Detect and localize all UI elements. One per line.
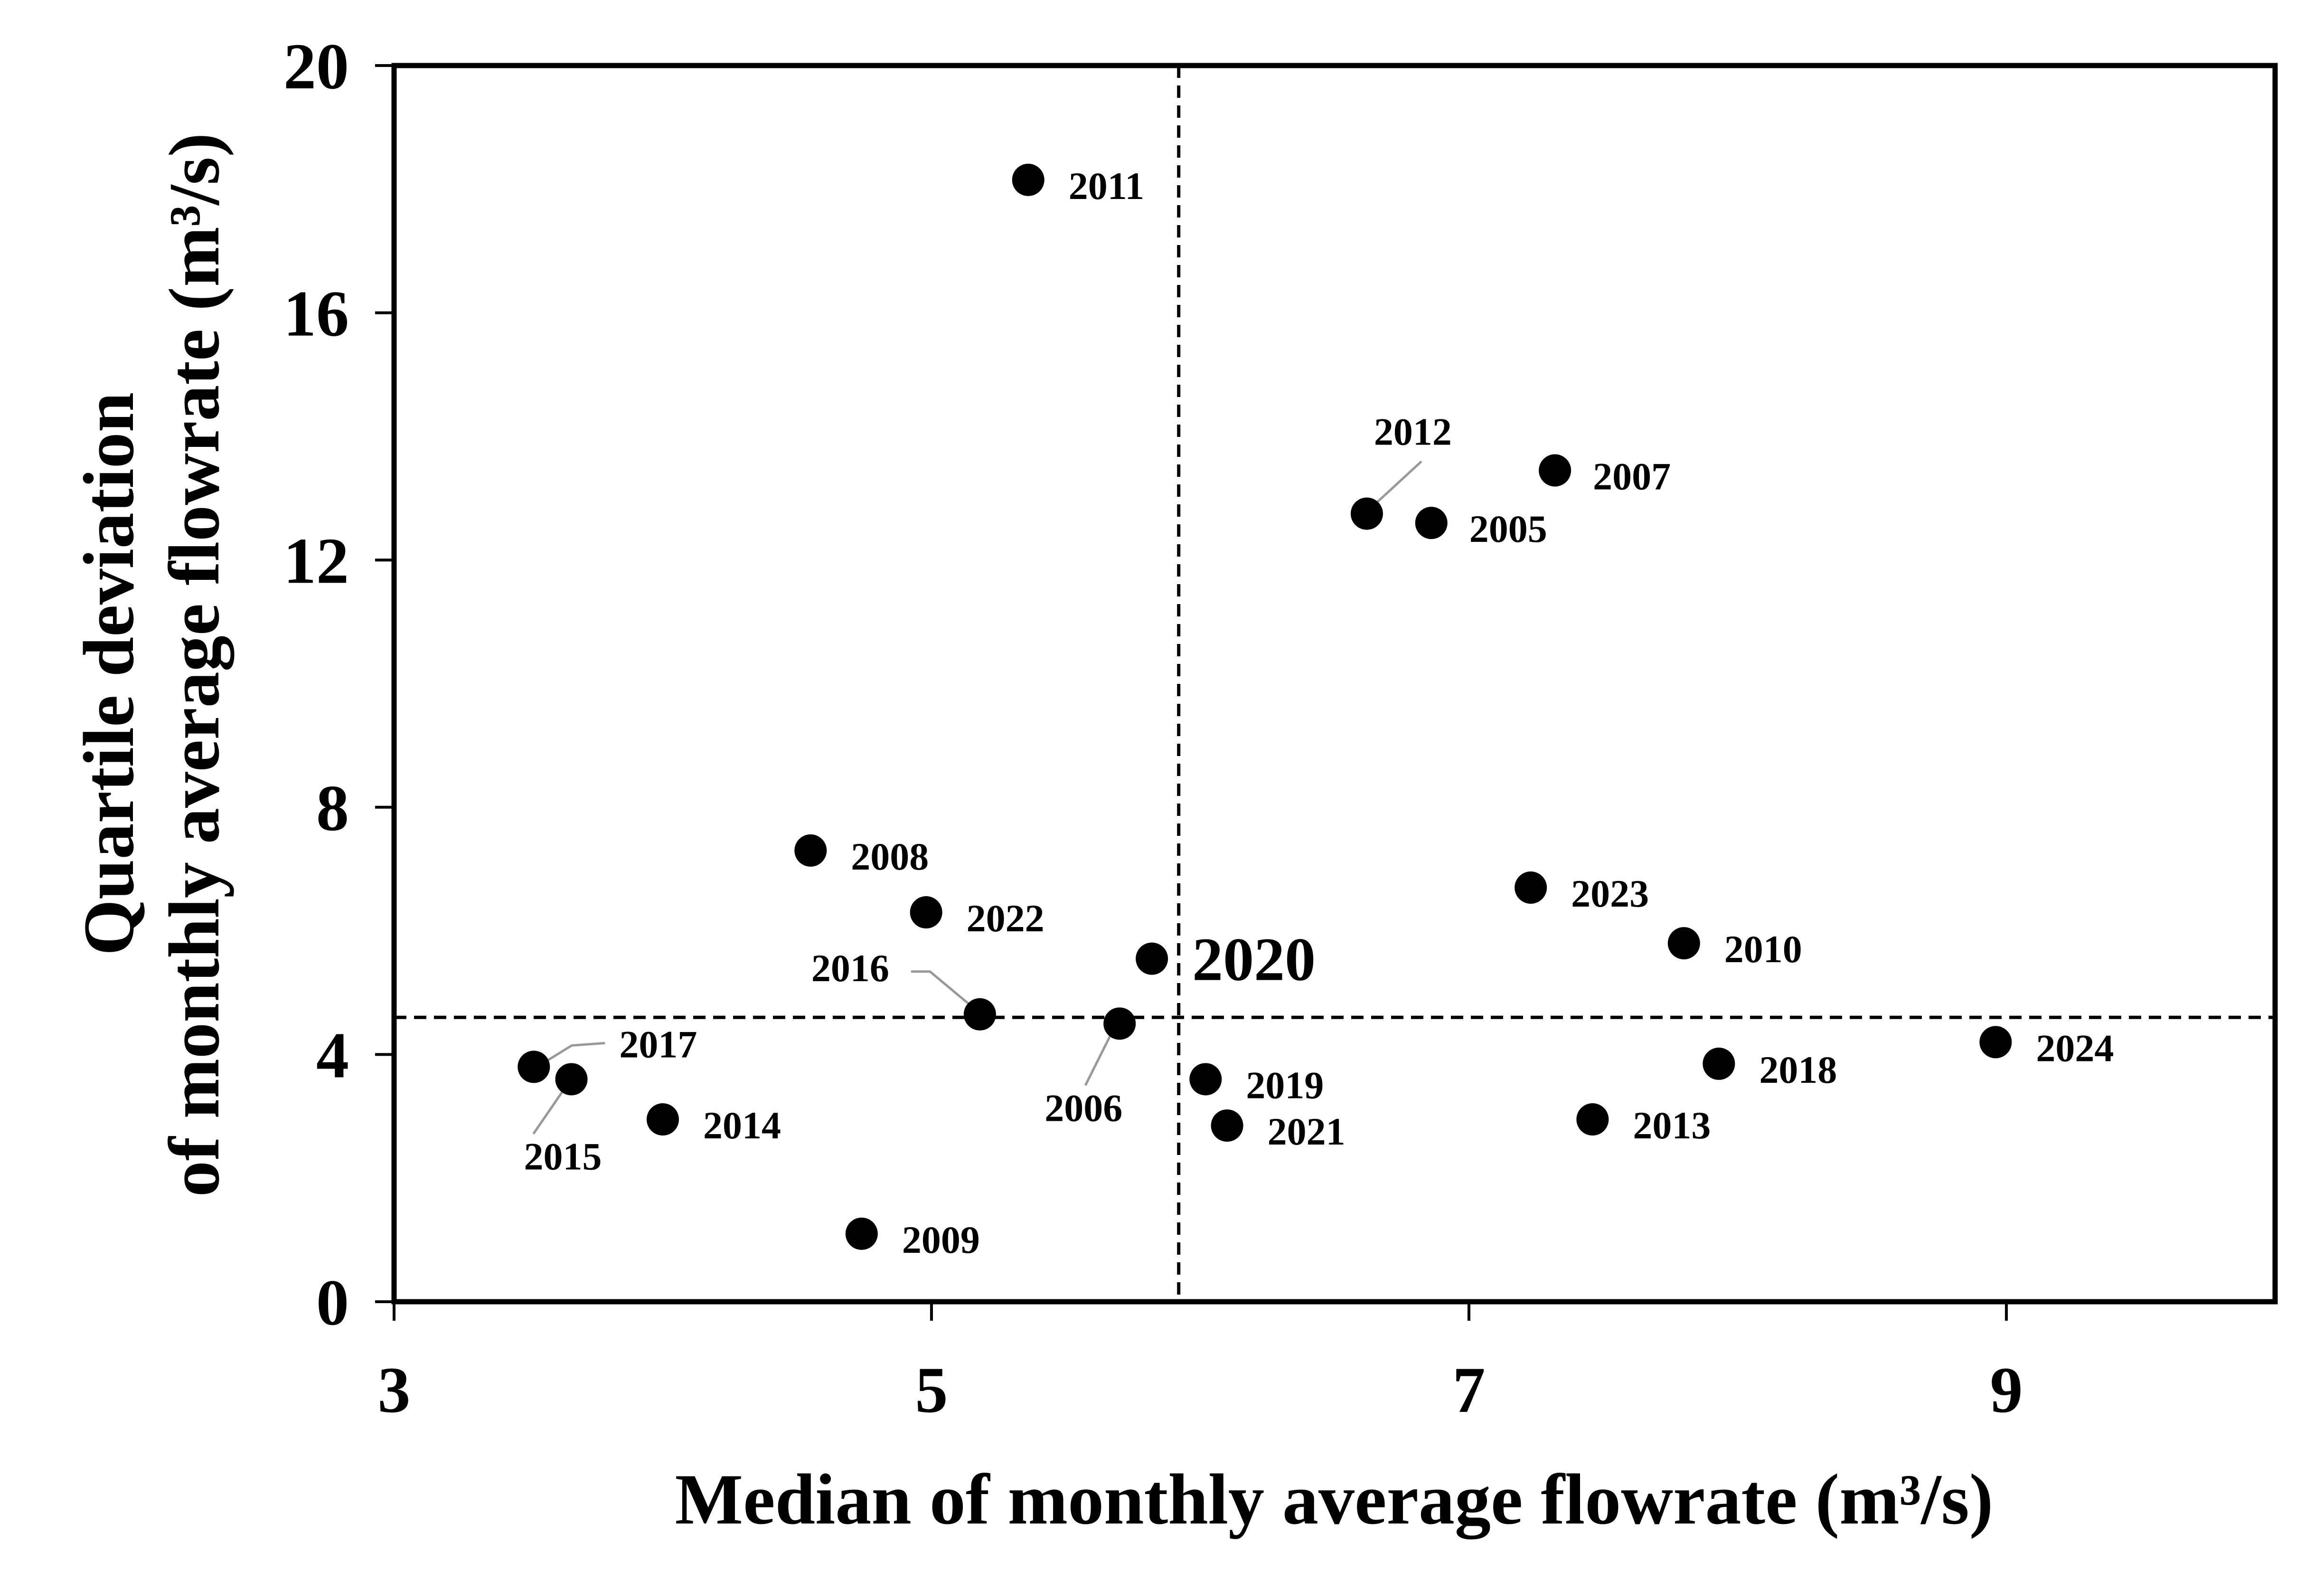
data-point-2016 (963, 998, 996, 1031)
point-label-2017: 2017 (619, 1022, 697, 1066)
point-label-2022: 2022 (967, 897, 1044, 940)
data-point-2011 (1012, 163, 1044, 196)
axis-ticks: 3 5 7 9 0 4 8 12 16 20 (283, 30, 2023, 1426)
data-point-2018 (1703, 1047, 1735, 1080)
data-point-2024 (1979, 1026, 2012, 1059)
data-point-2012 (1350, 497, 1383, 530)
leader-line-2012 (1373, 460, 1422, 506)
leader-line-2006 (1084, 1028, 1115, 1086)
x-tick-label: 3 (378, 1353, 411, 1426)
point-label-2015: 2015 (524, 1135, 602, 1178)
data-point-2021 (1211, 1109, 1243, 1142)
data-point-2020 (1136, 942, 1168, 975)
x-tick-label: 7 (1453, 1353, 1486, 1426)
point-label-2006: 2006 (1044, 1086, 1122, 1129)
y-tick-label: 4 (316, 1019, 349, 1091)
data-point-2005 (1415, 507, 1448, 539)
data-point-2015 (555, 1063, 588, 1096)
y-tick-label: 16 (283, 277, 349, 350)
leader-line-2016 (911, 970, 974, 1008)
y-axis-title-line2: of monthly average flowrate (m³/s) (154, 133, 235, 1197)
data-point-2023 (1515, 871, 1547, 904)
y-axis-title: Quartile deviation of monthly average fl… (69, 133, 235, 1197)
point-label-2023: 2023 (1571, 872, 1649, 915)
point-label-2007: 2007 (1593, 454, 1671, 498)
data-point-2022 (910, 896, 942, 929)
point-labels: 2005 2006 2007 2008 2009 2010 2011 2012 2013 2014… (524, 164, 2114, 1261)
y-tick-label: 20 (283, 30, 349, 103)
y-tick-label: 12 (283, 524, 349, 597)
point-label-2016: 2016 (811, 946, 889, 990)
x-axis-title: Median of monthly average flowrate (m³/s… (675, 1459, 1994, 1540)
data-point-2014 (647, 1103, 679, 1136)
x-tick-label: 9 (1990, 1353, 2023, 1426)
leader-line-2015 (532, 1086, 567, 1135)
leader-line-2017 (540, 1041, 605, 1066)
data-point-2008 (794, 834, 827, 867)
data-point-2007 (1539, 454, 1571, 487)
leader-lines (532, 460, 1422, 1135)
data-point-2017 (517, 1050, 550, 1083)
y-axis-title-line1: Quartile deviation (69, 392, 149, 956)
y-tick-label: 0 (316, 1266, 349, 1339)
data-point-2013 (1576, 1103, 1609, 1136)
point-label-2009: 2009 (902, 1218, 980, 1261)
point-label-2012: 2012 (1374, 410, 1452, 454)
point-label-2005: 2005 (1469, 507, 1547, 550)
reference-lines (394, 66, 2275, 1302)
point-label-2010: 2010 (1724, 927, 1802, 971)
data-point-2006 (1103, 1007, 1136, 1040)
x-tick-label: 5 (915, 1353, 948, 1426)
point-label-2020: 2020 (1192, 926, 1316, 994)
y-tick-label: 8 (316, 772, 349, 844)
point-label-2019: 2019 (1246, 1063, 1324, 1107)
point-label-2013: 2013 (1633, 1104, 1711, 1147)
point-label-2024: 2024 (2036, 1026, 2114, 1069)
data-points (517, 163, 2012, 1250)
plot-frame (391, 63, 2278, 1305)
point-label-2021: 2021 (1268, 1110, 1345, 1153)
point-label-2011: 2011 (1069, 164, 1144, 208)
data-point-2009 (845, 1217, 878, 1250)
point-label-2018: 2018 (1759, 1048, 1837, 1091)
point-label-2008: 2008 (851, 835, 929, 878)
data-point-2010 (1667, 927, 1700, 960)
point-label-2014: 2014 (703, 1104, 781, 1147)
data-point-2019 (1189, 1063, 1222, 1096)
